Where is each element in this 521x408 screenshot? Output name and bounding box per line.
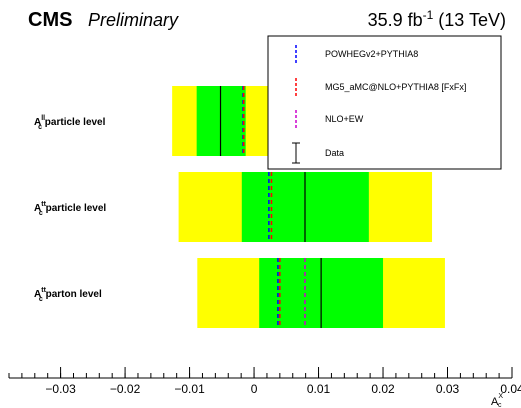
row-label: All c particle level [34, 115, 106, 131]
band-1sigma [196, 86, 246, 156]
row-label-sub: c [38, 124, 42, 131]
row-label-rest: particle level [43, 203, 107, 214]
x-axis-label-sup: X [498, 393, 503, 400]
legend-label: NLO+EW [325, 114, 364, 124]
tick-label: −0.02 [110, 382, 141, 396]
legend-label: POWHEGv2+PYTHIA8 [325, 49, 418, 59]
x-axis-label-sub: c [498, 402, 502, 408]
tick-label: 0 [251, 382, 258, 396]
x-axis-label-main: A [491, 396, 499, 408]
legend-label: Data [325, 148, 344, 158]
legend: POWHEGv2+PYTHIA8 MG5_aMC@NLO+PYTHIA8 [FxF… [267, 35, 502, 170]
row-label-rest: particle level [42, 117, 106, 128]
row-label-main: A [34, 117, 41, 128]
tick-label: −0.01 [174, 382, 205, 396]
tick-label: 0.02 [371, 382, 395, 396]
row-label: Att c parton level [34, 287, 102, 303]
lines-layer [219, 86, 322, 328]
experiment-label: CMS [28, 9, 72, 31]
row-label-sup: tt [41, 287, 46, 294]
row-label-sub: c [39, 210, 43, 217]
legend-label: MG5_aMC@NLO+PYTHIA8 [FxFx] [325, 82, 466, 92]
tick-label: −0.03 [45, 382, 76, 396]
tick-label: 0.04 [500, 382, 521, 396]
tick-label: 0.01 [307, 382, 331, 396]
row-label-main: A [34, 289, 41, 300]
status-label: Preliminary [88, 10, 179, 30]
legend-box [267, 35, 502, 170]
row-label-rest: parton level [43, 289, 102, 300]
x-axis-label: AX c [491, 393, 503, 408]
row-label-sup: tt [41, 201, 46, 208]
row-label-sup: ll [41, 115, 45, 122]
row-label-main: A [34, 203, 41, 214]
row-label: Att c particle level [34, 201, 106, 217]
luminosity-label: 35.9 fb-1 (13 TeV) [368, 8, 506, 30]
row-label-sub: c [39, 296, 43, 303]
tick-label: 0.03 [436, 382, 460, 396]
